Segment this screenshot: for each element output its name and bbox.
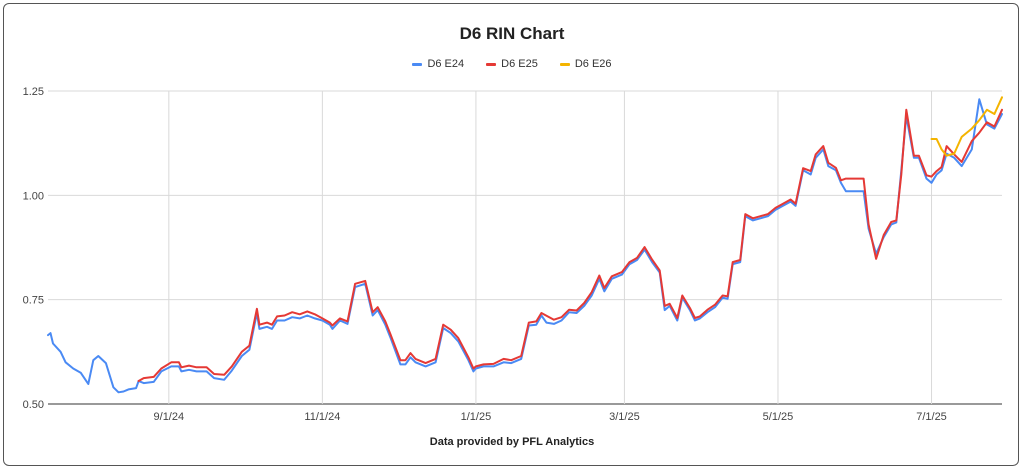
chart-frame (3, 3, 1019, 466)
x-tick-label: 9/1/24 (154, 411, 185, 423)
x-tick-label: 7/1/25 (916, 411, 947, 423)
legend-swatch-d6-e26 (559, 62, 570, 66)
legend-swatch-d6-e24 (412, 62, 423, 66)
series-line-d6-e24 (47, 98, 1003, 394)
x-tick-label: 3/1/25 (609, 411, 640, 423)
y-tick-label: 0.75 (23, 295, 44, 307)
x-tick-label: 5/1/25 (763, 411, 794, 423)
y-tick-label: 1.00 (23, 190, 44, 202)
legend-item-d6-e26[interactable]: D6 E26 (559, 58, 612, 70)
chart-footer: Data provided by PFL Analytics (429, 436, 595, 448)
legend-label-d6-e25: D6 E25 (501, 58, 538, 70)
legend-item-d6-e24[interactable]: D6 E24 (412, 58, 464, 70)
legend-label-d6-e24: D6 E24 (427, 58, 465, 70)
x-tick-label: 11/1/24 (304, 411, 340, 423)
legend-label-d6-e26: D6 E26 (574, 58, 612, 70)
legend-item-d6-e25[interactable]: D6 E25 (486, 58, 538, 70)
series-line-d6-e26 (930, 96, 1003, 157)
legend-swatch-d6-e25 (486, 62, 497, 66)
y-tick-label: 1.25 (23, 86, 44, 98)
y-tick-label: 0.50 (23, 399, 44, 411)
series-line-d6-e25 (137, 108, 1003, 382)
x-tick-label: 1/1/25 (461, 411, 492, 423)
chart-legend: D6 E24 D6 E25 D6 E26 (0, 58, 1024, 70)
chart-title: D6 RIN Chart (459, 24, 565, 43)
